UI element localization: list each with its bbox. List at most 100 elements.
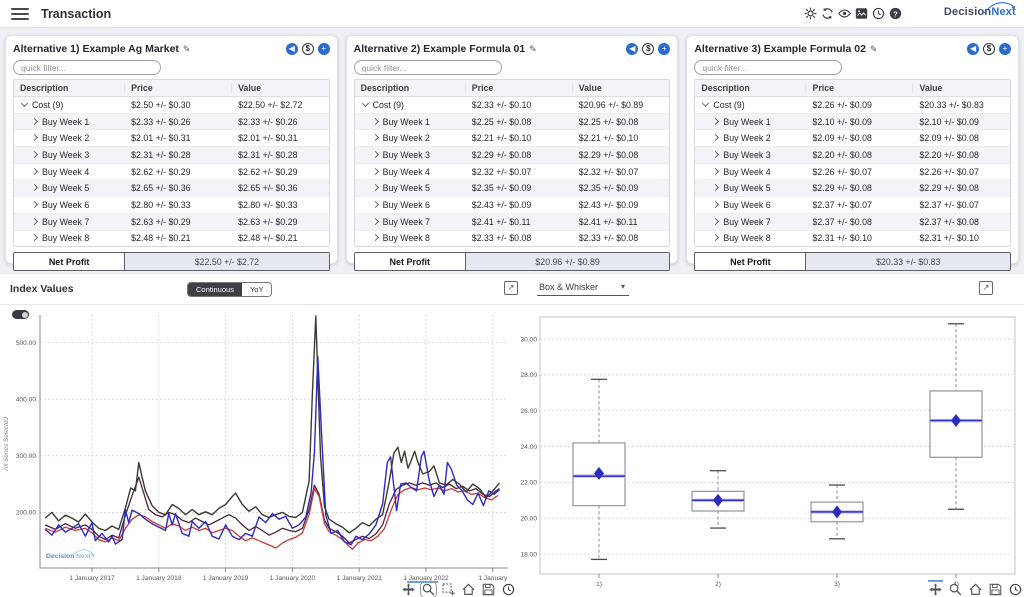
table-row[interactable]: Buy Week 8 $2.31 +/- $0.10 $2.31 +/- $0.10: [695, 230, 1011, 247]
value-cell: $2.43 +/- $0.09: [578, 199, 639, 210]
table-row[interactable]: Buy Week 2 $2.09 +/- $0.08 $2.09 +/- $0.08: [695, 130, 1011, 148]
table-row[interactable]: Buy Week 3 $2.31 +/- $0.28 $2.31 +/- $0.28: [14, 147, 329, 164]
table-row[interactable]: Buy Week 7 $2.37 +/- $0.08 $2.37 +/- $0.08: [695, 213, 1011, 231]
currency-button[interactable]: $: [642, 43, 655, 55]
column-header[interactable]: Price: [805, 83, 912, 93]
table-row[interactable]: Buy Week 4 $2.26 +/- $0.07 $2.26 +/- $0.07: [695, 163, 1011, 181]
quick-filter-input[interactable]: [13, 60, 161, 75]
row-label: Buy Week 4: [723, 166, 771, 177]
table-row[interactable]: Buy Week 6 $2.43 +/- $0.09 $2.43 +/- $0.09: [354, 197, 670, 214]
settings-icon[interactable]: [804, 7, 817, 20]
table-row[interactable]: Buy Week 1 $2.33 +/- $0.26 $2.33 +/- $0.26: [14, 113, 329, 131]
table-row[interactable]: Buy Week 8 $2.33 +/- $0.08 $2.33 +/- $0.08: [354, 230, 670, 247]
back-button[interactable]: ◀: [626, 43, 639, 55]
table-header-row: Description Price Value: [695, 80, 1011, 97]
chevron-right-icon: [371, 217, 379, 225]
column-header[interactable]: Value: [231, 83, 329, 93]
price-cell: $2.41 +/- $0.11: [471, 216, 531, 227]
value-cell: $2.48 +/- $0.21: [238, 233, 298, 244]
select-tool-icon[interactable]: [442, 583, 455, 596]
menu-icon[interactable]: [11, 7, 29, 20]
table-row[interactable]: Buy Week 5 $2.35 +/- $0.09 $2.35 +/- $0.09: [354, 180, 670, 198]
clock-tool-icon[interactable]: [502, 583, 515, 596]
expand-right-chart-icon[interactable]: ↗: [979, 281, 993, 295]
table-row[interactable]: Buy Week 1 $2.10 +/- $0.09 $2.10 +/- $0.09: [695, 113, 1011, 131]
table-row[interactable]: Buy Week 2 $2.21 +/- $0.10 $2.21 +/- $0.10: [354, 130, 670, 148]
table-row[interactable]: Cost (9) $2.26 +/- $0.09 $20.33 +/- $0.83: [695, 97, 1011, 114]
table-row[interactable]: Buy Week 6 $2.37 +/- $0.07 $2.37 +/- $0.07: [695, 197, 1011, 214]
column-header[interactable]: Value: [912, 83, 1010, 93]
edit-pencil-icon[interactable]: ✎: [529, 43, 537, 54]
pan-tool-icon[interactable]: [928, 580, 943, 596]
table-row[interactable]: Cost (9) $2.33 +/- $0.10 $20.96 +/- $0.89: [354, 97, 670, 114]
column-header[interactable]: Description: [360, 83, 410, 93]
table-row[interactable]: Buy Week 3 $2.29 +/- $0.08 $2.29 +/- $0.08: [354, 147, 670, 164]
table-row[interactable]: Buy Week 4 $2.62 +/- $0.29 $2.62 +/- $0.29: [14, 163, 329, 181]
add-button[interactable]: +: [999, 43, 1012, 55]
quick-filter-input[interactable]: [694, 60, 843, 75]
save-tool-icon[interactable]: [989, 583, 1002, 596]
column-header[interactable]: Description: [701, 83, 750, 93]
pan-tool-icon[interactable]: [402, 583, 415, 596]
table-row[interactable]: Buy Week 8 $2.48 +/- $0.21 $2.48 +/- $0.21: [14, 230, 329, 247]
refresh-icon[interactable]: [821, 7, 834, 20]
value-cell: $2.09 +/- $0.08: [919, 133, 979, 144]
toggle-option-continuous[interactable]: Continuous: [188, 283, 242, 296]
help-icon[interactable]: ?: [889, 7, 902, 20]
row-label: Buy Week 5: [382, 183, 430, 194]
table-row[interactable]: Buy Week 4 $2.32 +/- $0.07 $2.32 +/- $0.07: [354, 163, 670, 181]
table-row[interactable]: Buy Week 5 $2.29 +/- $0.08 $2.29 +/- $0.08: [695, 180, 1011, 198]
home-tool-icon[interactable]: [462, 583, 475, 596]
series-visibility-toggle[interactable]: [12, 310, 29, 319]
net-profit-value: $20.96 +/- $0.89: [465, 253, 670, 271]
row-label: Buy Week 8: [42, 233, 90, 244]
zoom-tool-icon[interactable]: [420, 581, 437, 597]
add-button[interactable]: +: [317, 43, 330, 55]
clock-icon[interactable]: [872, 7, 885, 20]
left-chart-toolbar: [402, 581, 515, 597]
expand-left-chart-icon[interactable]: ↗: [504, 281, 518, 295]
table-row[interactable]: Buy Week 1 $2.25 +/- $0.08 $2.25 +/- $0.08: [354, 113, 670, 131]
image-icon[interactable]: [855, 7, 868, 20]
chevron-right-icon: [371, 200, 379, 209]
save-tool-icon[interactable]: [482, 583, 495, 596]
back-button[interactable]: ◀: [967, 43, 980, 55]
table-row[interactable]: Buy Week 2 $2.01 +/- $0.31 $2.01 +/- $0.31: [14, 130, 329, 148]
table-row[interactable]: Buy Week 6 $2.80 +/- $0.33 $2.80 +/- $0.33: [14, 197, 329, 214]
column-header[interactable]: Value: [571, 83, 670, 93]
add-button[interactable]: +: [658, 43, 671, 55]
clock-tool-icon[interactable]: [1009, 583, 1022, 596]
zoom-tool-icon[interactable]: [949, 583, 962, 596]
continuous-yoy-toggle[interactable]: Continuous YoY: [187, 282, 273, 297]
row-label: Cost (9): [372, 99, 404, 110]
column-header[interactable]: Price: [124, 83, 231, 93]
cost-table: Description Price Value Cost (9) $2.50 +/- …: [13, 79, 330, 248]
quick-filter-input[interactable]: [353, 60, 502, 75]
table-row[interactable]: Buy Week 5 $2.65 +/- $0.36 $2.65 +/- $0.36: [14, 180, 329, 198]
column-header[interactable]: Price: [464, 83, 572, 93]
chevron-right-icon: [712, 234, 720, 242]
value-cell: $2.31 +/- $0.10: [919, 233, 979, 244]
table-row[interactable]: Cost (9) $2.50 +/- $0.30 $22.50 +/- $2.72: [14, 97, 329, 114]
table-row[interactable]: Buy Week 3 $2.20 +/- $0.08 $2.20 +/- $0.08: [695, 147, 1011, 164]
edit-pencil-icon[interactable]: ✎: [182, 43, 191, 54]
column-header[interactable]: Description: [20, 83, 69, 93]
home-tool-icon[interactable]: [969, 583, 982, 596]
price-cell: $2.65 +/- $0.36: [131, 183, 191, 194]
back-button[interactable]: ◀: [285, 43, 298, 55]
value-cell: $2.33 +/- $0.08: [578, 233, 639, 244]
eye-icon[interactable]: [838, 7, 851, 20]
chevron-right-icon: [371, 117, 379, 125]
currency-button[interactable]: $: [983, 43, 996, 55]
row-label: Buy Week 8: [382, 233, 430, 244]
edit-pencil-icon[interactable]: ✎: [869, 43, 878, 54]
toggle-option-yoy[interactable]: YoY: [241, 283, 272, 296]
table-row[interactable]: Buy Week 7 $2.41 +/- $0.11 $2.41 +/- $0.11: [354, 213, 670, 231]
svg-text:1 January 2017: 1 January 2017: [69, 575, 115, 582]
currency-button[interactable]: $: [301, 43, 314, 55]
chart-type-select[interactable]: Box & Whisker ▾: [537, 282, 629, 296]
table-body: Cost (9) $2.26 +/- $0.09 $20.33 +/- $0.83 B…: [695, 97, 1011, 247]
table-row[interactable]: Buy Week 7 $2.63 +/- $0.29 $2.63 +/- $0.29: [14, 213, 329, 231]
top-bar: Transaction ? DecisionNext: [0, 0, 1024, 28]
